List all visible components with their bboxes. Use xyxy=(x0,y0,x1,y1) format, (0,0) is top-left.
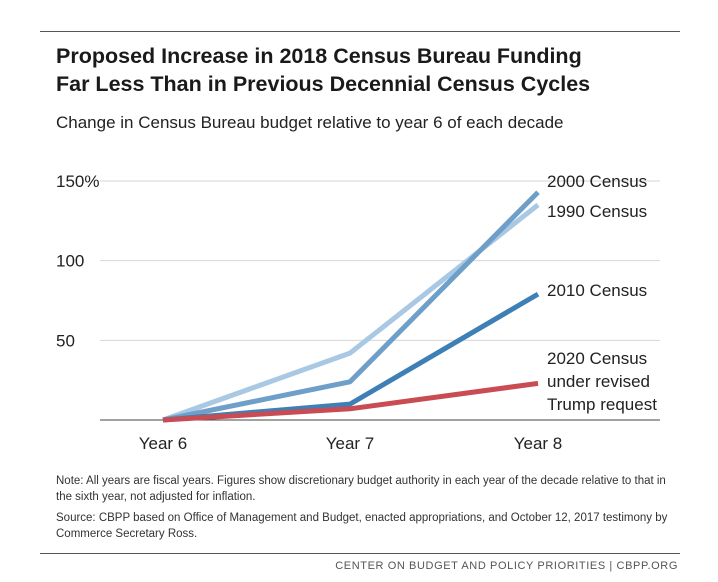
y-axis-tick-labels: 150% 100 50 xyxy=(56,172,99,350)
series-line-s1990 xyxy=(162,202,540,423)
series-line-s2020 xyxy=(162,380,539,423)
x-tick-label: Year 6 xyxy=(139,434,188,453)
series-lines xyxy=(162,190,540,423)
x-tick-label: Year 8 xyxy=(514,434,563,453)
chart-subtitle: Change in Census Bureau budget relative … xyxy=(56,113,564,132)
series-label-s2020: Trump request xyxy=(547,395,657,414)
bottom-rule xyxy=(40,553,680,554)
x-tick-label: Year 7 xyxy=(326,434,375,453)
chart-note: Note: All years are fiscal years. Figure… xyxy=(56,475,666,503)
top-rule xyxy=(40,31,680,32)
title-line-1: Proposed Increase in 2018 Census Bureau … xyxy=(56,44,582,68)
series-line-s2000 xyxy=(162,190,540,423)
x-axis-tick-labels: Year 6 Year 7 Year 8 xyxy=(139,434,563,453)
y-tick-label: 150% xyxy=(56,172,99,191)
y-tick-label: 50 xyxy=(56,331,75,350)
title-line-2: Far Less Than in Previous Decennial Cens… xyxy=(56,72,591,96)
series-label-s2010: 2010 Census xyxy=(547,281,647,300)
series-label-s2020: under revised xyxy=(547,372,650,391)
chart-title: Proposed Increase in 2018 Census Bureau … xyxy=(56,42,676,98)
y-tick-label: 100 xyxy=(56,252,84,271)
series-label-s2000: 2000 Census xyxy=(547,172,647,191)
footer-credit: CENTER ON BUDGET AND POLICY PRIORITIES |… xyxy=(335,560,678,572)
series-labels: 1990 Census 2000 Census 2010 Census 2020 Ce… xyxy=(547,172,657,414)
chart-source: Source: CBPP based on Office of Manageme… xyxy=(56,512,668,540)
gridlines xyxy=(100,180,660,341)
line-chart: 150% 100 50 Year 6 Year 7 Year 8 1990 Census… xyxy=(56,172,660,453)
series-label-s2020: 2020 Census xyxy=(547,349,647,368)
series-label-s1990: 1990 Census xyxy=(547,202,647,221)
